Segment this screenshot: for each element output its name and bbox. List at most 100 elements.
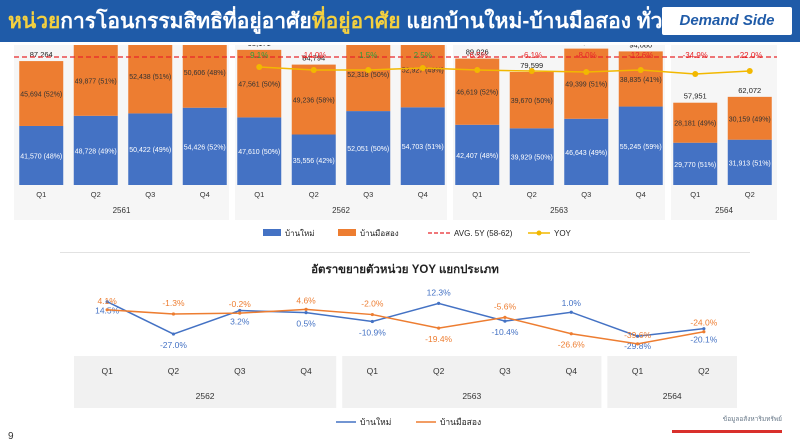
label-new-home: -29.8% xyxy=(624,341,651,351)
label-second-hand: -39.6% xyxy=(624,330,651,340)
bar-second-hand xyxy=(19,61,64,126)
bar-new-home-label: 35,556 (42%) xyxy=(293,158,335,165)
point-new-home xyxy=(437,301,441,306)
x-tick-label: Q4 xyxy=(418,190,428,199)
label-second-hand: -5.6% xyxy=(494,301,517,311)
bar-second-hand xyxy=(128,38,173,114)
bar-new-home xyxy=(727,139,772,185)
yoy-point xyxy=(746,68,753,74)
x-tick-label: Q2 xyxy=(745,190,755,199)
point-second-hand xyxy=(702,330,706,334)
x-tick-label: Q4 xyxy=(300,366,312,376)
point-new-home xyxy=(702,327,706,331)
bar-new-home xyxy=(237,117,282,185)
bar-total-label: 94,080 xyxy=(629,45,652,49)
label-new-home: 3.2% xyxy=(230,317,250,327)
bar-new-home xyxy=(73,115,118,185)
yoy-point xyxy=(365,67,372,73)
bar-second-hand-label: 38,835 (41%) xyxy=(620,77,662,84)
point-new-home xyxy=(503,319,507,323)
bar-new-home xyxy=(618,106,663,185)
x-tick-label: Q2 xyxy=(527,190,537,199)
year-label: 2563 xyxy=(462,391,481,401)
bar-second-hand xyxy=(182,35,227,108)
bar-second-hand-label: 47,561 (50%) xyxy=(238,82,280,89)
x-tick-label: Q1 xyxy=(690,190,700,199)
yoy-label: 1.5% xyxy=(359,51,377,60)
bar-second-hand-label: 28,181 (49%) xyxy=(674,121,716,128)
bar-second-hand-label: 50,606 (48%) xyxy=(184,70,226,77)
bar-new-home-label: 54,426 (52%) xyxy=(184,144,226,151)
label-second-hand: -26.6% xyxy=(558,340,585,350)
year-label: 2562 xyxy=(332,206,350,215)
bar-second-hand-label: 52,927 (49%) xyxy=(402,68,444,75)
bar-new-home xyxy=(182,107,227,185)
bar-new-home-label: 55,245 (59%) xyxy=(620,144,662,151)
demand-side-badge: Demand Side xyxy=(662,7,792,35)
bar-total-label: 79,599 xyxy=(520,61,543,70)
label-new-home: 0.5% xyxy=(296,319,316,329)
bar-new-home xyxy=(673,142,718,185)
bar-second-hand-label: 49,236 (58%) xyxy=(293,98,335,105)
yoy-line-chart-panel: อัตราขยายตัวหน่วย YOY แยกประเภท 2562 2563 2… xyxy=(60,252,750,435)
legend-swatch-new-home xyxy=(263,229,281,236)
bar-second-hand-label: 49,399 (51%) xyxy=(565,82,607,89)
label-second-hand: 4.6% xyxy=(296,295,316,305)
bar-new-home-label: 54,703 (51%) xyxy=(402,144,444,151)
yoy-point xyxy=(419,65,426,71)
point-new-home xyxy=(635,334,640,338)
x-tick-label: Q2 xyxy=(433,366,445,376)
label-second-hand: 4.1% xyxy=(97,296,117,306)
yoy-point xyxy=(692,71,699,77)
point-new-home xyxy=(569,310,573,314)
point-new-home xyxy=(370,319,374,324)
chart-title: อัตราขยายตัวหน่วย YOY แยกประเภท xyxy=(311,263,499,276)
title-text-2: แยกบ้านใหม่-บ้านมือสอง ทั่วประเทศ xyxy=(400,10,733,33)
yoy-point xyxy=(256,64,263,70)
x-tick-label: Q4 xyxy=(636,190,646,199)
legend-label-second-hand: บ้านมือสอง xyxy=(360,229,399,238)
bar-new-home-label: 48,728 (49%) xyxy=(75,148,117,155)
bar-new-home-label: 39,929 (50%) xyxy=(511,155,553,162)
yoy-point xyxy=(528,68,535,74)
x-tick-label: Q2 xyxy=(168,366,180,376)
label-second-hand: -24.0% xyxy=(690,318,717,328)
x-tick-label: Q2 xyxy=(309,190,319,199)
point-new-home xyxy=(304,311,308,315)
legend-swatch-second-hand xyxy=(338,229,356,236)
yoy-label: -22.0% xyxy=(737,51,762,60)
bar-second-hand xyxy=(564,48,609,119)
stacked-bar-chart: 2561 2562 2563 2564 41,570 (48%) 45,694 (52%)… xyxy=(14,21,777,238)
yoy-label: -8.0% xyxy=(576,51,597,60)
bar-second-hand-label: 39,670 (50%) xyxy=(511,98,553,105)
header-bar: หน่วยการโอนกรรมสิทธิที่อยู่อาศัยที่อยู่อ… xyxy=(0,0,800,42)
x-tick-label: Q1 xyxy=(367,366,379,376)
stacked-bar-chart-panel: 2561 2562 2563 2564 41,570 (48%) 45,694 (52%)… xyxy=(8,21,792,245)
bar-new-home xyxy=(564,118,609,185)
x-tick-label: Q3 xyxy=(581,190,591,199)
bar-total-label: 57,951 xyxy=(684,92,707,101)
year-label: 2562 xyxy=(196,391,215,401)
point-new-home xyxy=(105,300,109,304)
label-new-home: 12.3% xyxy=(427,287,452,297)
bar-second-hand-label: 46,619 (52%) xyxy=(456,90,498,97)
year-label: 2564 xyxy=(663,391,682,401)
point-second-hand xyxy=(238,311,242,315)
year-label: 2564 xyxy=(715,206,733,215)
bar-new-home-label: 41,570 (48%) xyxy=(20,153,62,160)
footer-logo: ข้อมูลอสังหาริมทรัพย์ xyxy=(662,416,782,442)
bar-second-hand xyxy=(291,64,336,135)
bar-total-label: 62,072 xyxy=(738,86,761,95)
point-new-home xyxy=(238,308,242,313)
line-second-hand xyxy=(107,308,704,345)
label-new-home: -20.1% xyxy=(690,335,717,345)
year-band xyxy=(342,356,602,408)
x-tick-label: Q1 xyxy=(254,190,264,199)
x-tick-label: Q1 xyxy=(101,366,113,376)
x-tick-label: Q2 xyxy=(698,366,710,376)
yoy-point xyxy=(637,67,644,73)
bar-new-home-label: 52,051 (50%) xyxy=(347,146,389,153)
label-new-home: -10.9% xyxy=(359,328,386,338)
point-second-hand xyxy=(105,308,109,312)
point-second-hand xyxy=(370,312,374,317)
